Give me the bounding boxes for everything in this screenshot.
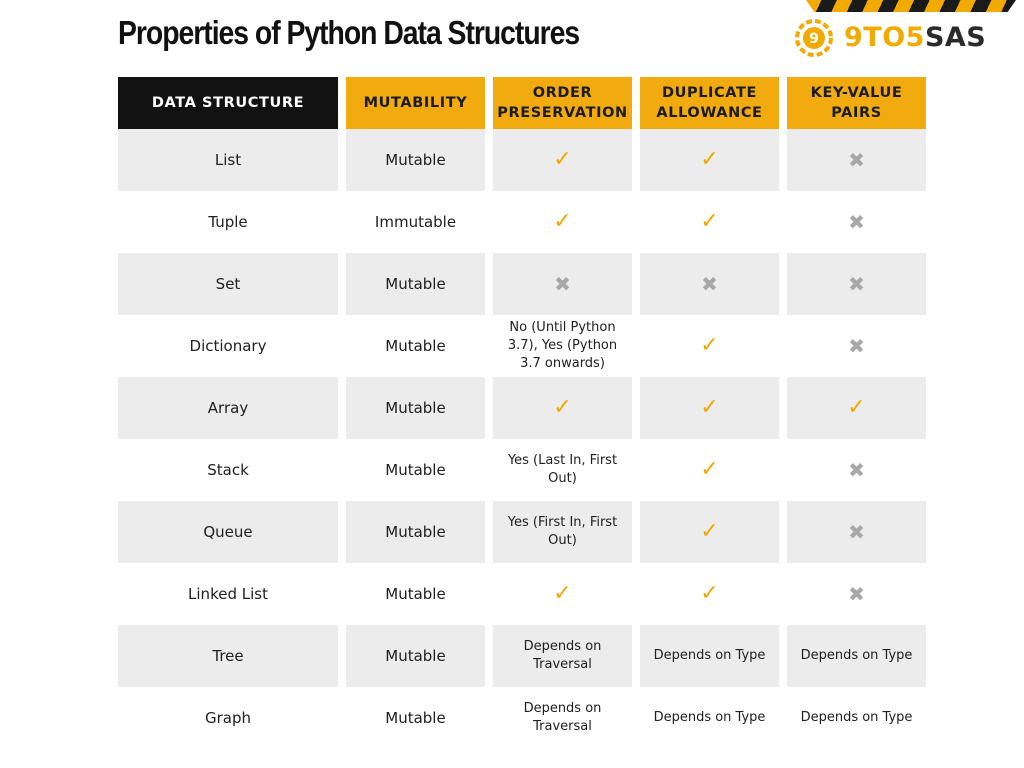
structure-name-cell: Queue <box>118 501 338 563</box>
mutability-cell: Mutable <box>346 563 485 625</box>
cross-icon: ✖ <box>848 458 865 482</box>
key-value-pairs-cell: Depends on Type <box>787 687 926 749</box>
check-icon: ✓ <box>553 147 572 172</box>
logo-wordmark: 9TO5SAS <box>844 22 986 53</box>
check-icon: ✓ <box>553 395 572 420</box>
check-icon: ✓ <box>553 581 572 606</box>
cross-icon: ✖ <box>848 148 865 172</box>
key-value-pairs-cell: ✖ <box>787 439 926 501</box>
mutability-cell: Mutable <box>346 315 485 377</box>
mutability-cell: Mutable <box>346 129 485 191</box>
check-icon: ✓ <box>700 395 719 420</box>
key-value-pairs-cell: ✖ <box>787 129 926 191</box>
structure-name-cell: Dictionary <box>118 315 338 377</box>
check-icon: ✓ <box>553 209 572 234</box>
key-value-pairs-cell: Depends on Type <box>787 625 926 687</box>
duplicate-allowance-cell: ✓ <box>640 563 779 625</box>
check-icon: ✓ <box>847 395 866 420</box>
column-header-key-value-pairs: KEY-VALUE PAIRS <box>787 77 926 129</box>
check-icon: ✓ <box>700 519 719 544</box>
order-preservation-cell: Yes (First In, First Out) <box>493 501 632 563</box>
mutability-cell: Mutable <box>346 501 485 563</box>
column-header-mutability: MUTABILITY <box>346 77 485 129</box>
logo-accent-text: 9TO5 <box>844 22 925 53</box>
duplicate-allowance-cell: ✓ <box>640 377 779 439</box>
structure-name-cell: Tree <box>118 625 338 687</box>
check-icon: ✓ <box>700 333 719 358</box>
duplicate-allowance-cell: Depends on Type <box>640 687 779 749</box>
cross-icon: ✖ <box>848 334 865 358</box>
duplicate-allowance-cell: ✓ <box>640 439 779 501</box>
cross-icon: ✖ <box>848 272 865 296</box>
key-value-pairs-cell: ✖ <box>787 501 926 563</box>
key-value-pairs-cell: ✖ <box>787 191 926 253</box>
mutability-cell: Mutable <box>346 687 485 749</box>
check-icon: ✓ <box>700 147 719 172</box>
structure-name-cell: Stack <box>118 439 338 501</box>
key-value-pairs-cell: ✖ <box>787 563 926 625</box>
hazard-stripes <box>806 0 1016 12</box>
order-preservation-cell: Yes (Last In, First Out) <box>493 439 632 501</box>
check-icon: ✓ <box>700 209 719 234</box>
key-value-pairs-cell: ✖ <box>787 253 926 315</box>
duplicate-allowance-cell: ✓ <box>640 501 779 563</box>
mutability-cell: Immutable <box>346 191 485 253</box>
check-icon: ✓ <box>700 457 719 482</box>
column-header-data-structure: DATA STRUCTURE <box>118 77 338 129</box>
order-preservation-cell: ✓ <box>493 377 632 439</box>
check-icon: ✓ <box>700 581 719 606</box>
cross-icon: ✖ <box>554 272 571 296</box>
duplicate-allowance-cell: ✖ <box>640 253 779 315</box>
cross-icon: ✖ <box>848 210 865 234</box>
key-value-pairs-cell: ✖ <box>787 315 926 377</box>
order-preservation-cell: No (Until Python 3.7), Yes (Python 3.7 o… <box>493 315 632 377</box>
mutability-cell: Mutable <box>346 377 485 439</box>
cross-icon: ✖ <box>848 520 865 544</box>
order-preservation-cell: ✓ <box>493 563 632 625</box>
brand-logo: 9 9TO5SAS <box>792 0 1024 62</box>
structure-name-cell: List <box>118 129 338 191</box>
mutability-cell: Mutable <box>346 439 485 501</box>
key-value-pairs-cell: ✓ <box>787 377 926 439</box>
duplicate-allowance-cell: ✓ <box>640 191 779 253</box>
cross-icon: ✖ <box>848 582 865 606</box>
order-preservation-cell: Depends on Traversal <box>493 687 632 749</box>
structure-name-cell: Graph <box>118 687 338 749</box>
column-header-duplicate-allowance: DUPLICATE ALLOWANCE <box>640 77 779 129</box>
logo-dark-text: SAS <box>924 22 987 53</box>
mutability-cell: Mutable <box>346 625 485 687</box>
order-preservation-cell: ✓ <box>493 129 632 191</box>
logo-emblem-icon: 9 <box>795 19 833 57</box>
mutability-cell: Mutable <box>346 253 485 315</box>
page-title: Properties of Python Data Structures <box>118 14 580 51</box>
structure-name-cell: Set <box>118 253 338 315</box>
structure-name-cell: Linked List <box>118 563 338 625</box>
structure-name-cell: Tuple <box>118 191 338 253</box>
duplicate-allowance-cell: ✓ <box>640 315 779 377</box>
order-preservation-cell: ✖ <box>493 253 632 315</box>
column-header-order-preservation: ORDER PRESERVATION <box>493 77 632 129</box>
duplicate-allowance-cell: ✓ <box>640 129 779 191</box>
order-preservation-cell: ✓ <box>493 191 632 253</box>
duplicate-allowance-cell: Depends on Type <box>640 625 779 687</box>
order-preservation-cell: Depends on Traversal <box>493 625 632 687</box>
svg-text:9: 9 <box>809 31 819 47</box>
structure-name-cell: Array <box>118 377 338 439</box>
properties-table: DATA STRUCTURE MUTABILITY ORDER PRESERVA… <box>118 77 928 749</box>
cross-icon: ✖ <box>701 272 718 296</box>
